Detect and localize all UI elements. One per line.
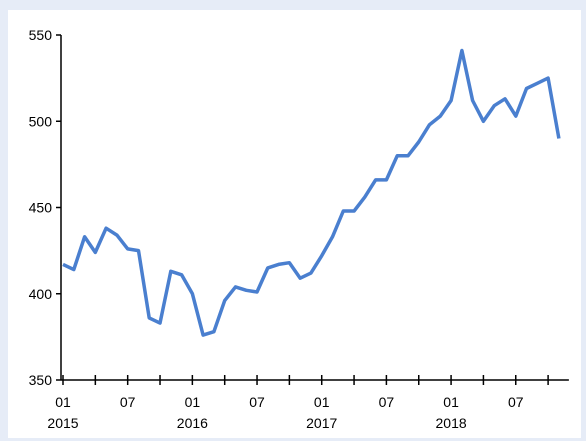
- y-tick-label: 500: [29, 113, 53, 129]
- y-tick-labels: 350 400 450 500 550: [29, 27, 53, 388]
- x-tick-label: 01: [55, 394, 71, 410]
- x-year-label: 2018: [436, 415, 467, 431]
- y-tick-label: 350: [29, 372, 53, 388]
- x-tick-label: 07: [249, 394, 265, 410]
- x-tick-label: 01: [443, 394, 459, 410]
- y-tick-label: 550: [29, 27, 53, 43]
- x-tick-label: 07: [379, 394, 395, 410]
- y-tick-label: 400: [29, 286, 53, 302]
- x-tick-label: 07: [120, 394, 136, 410]
- x-year-label: 2016: [177, 415, 208, 431]
- y-tick-label: 450: [29, 200, 53, 216]
- x-year-label: 2017: [306, 415, 337, 431]
- x-tick-label: 01: [185, 394, 201, 410]
- x-tick-label: 01: [314, 394, 330, 410]
- x-year-label: 2015: [47, 415, 78, 431]
- series-line: [62, 48, 561, 337]
- axes: [56, 34, 569, 385]
- chart-frame: 350 400 450 500 550 01 2015 07 01 2016 07 01 2017 07…: [8, 10, 581, 438]
- x-tick-labels: 01 2015 07 01 2016 07 01 2017 07 01 2018 07: [47, 394, 523, 431]
- line-chart: 350 400 450 500 550 01 2015 07 01 2016 07 01 2017 07…: [29, 27, 569, 431]
- x-tick-label: 07: [508, 394, 524, 410]
